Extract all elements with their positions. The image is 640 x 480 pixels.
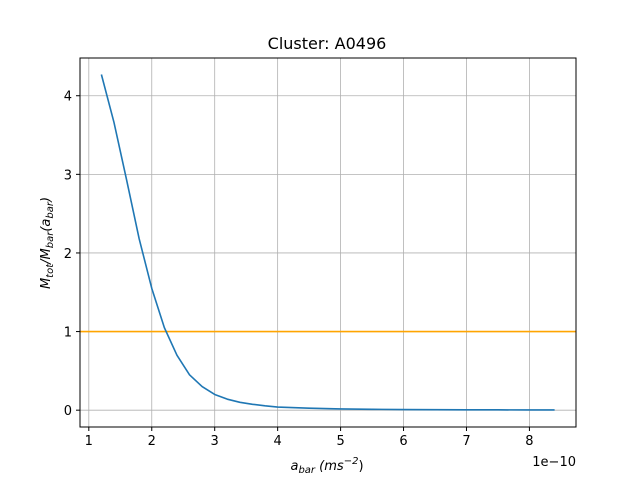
x-axis-label: abar (ms−2) [290,456,363,476]
y-tick-label: 1 [64,326,72,341]
y-tick-label: 0 [64,404,72,419]
x-tick-label: 7 [462,434,470,449]
x-tick-label: 2 [148,434,156,449]
x-tick-label: 5 [336,434,344,449]
y-axis-label: Mtot/Mbar(abar) [39,197,56,289]
x-tick-label: 1 [85,434,93,449]
plot-area-frame [79,57,577,428]
x-tick-label: 6 [399,434,407,449]
y-tick-label: 2 [64,247,72,262]
x-tick-label: 8 [525,434,533,449]
series-line [100,74,555,411]
x-offset-text: 1e−10 [532,455,576,470]
x-tick-label: 4 [274,434,282,449]
y-tick-label: 4 [64,90,72,105]
chart-title: Cluster: A0496 [268,34,387,53]
x-tick-label: 3 [211,434,219,449]
y-tick-label: 3 [64,168,72,183]
series [100,74,555,411]
